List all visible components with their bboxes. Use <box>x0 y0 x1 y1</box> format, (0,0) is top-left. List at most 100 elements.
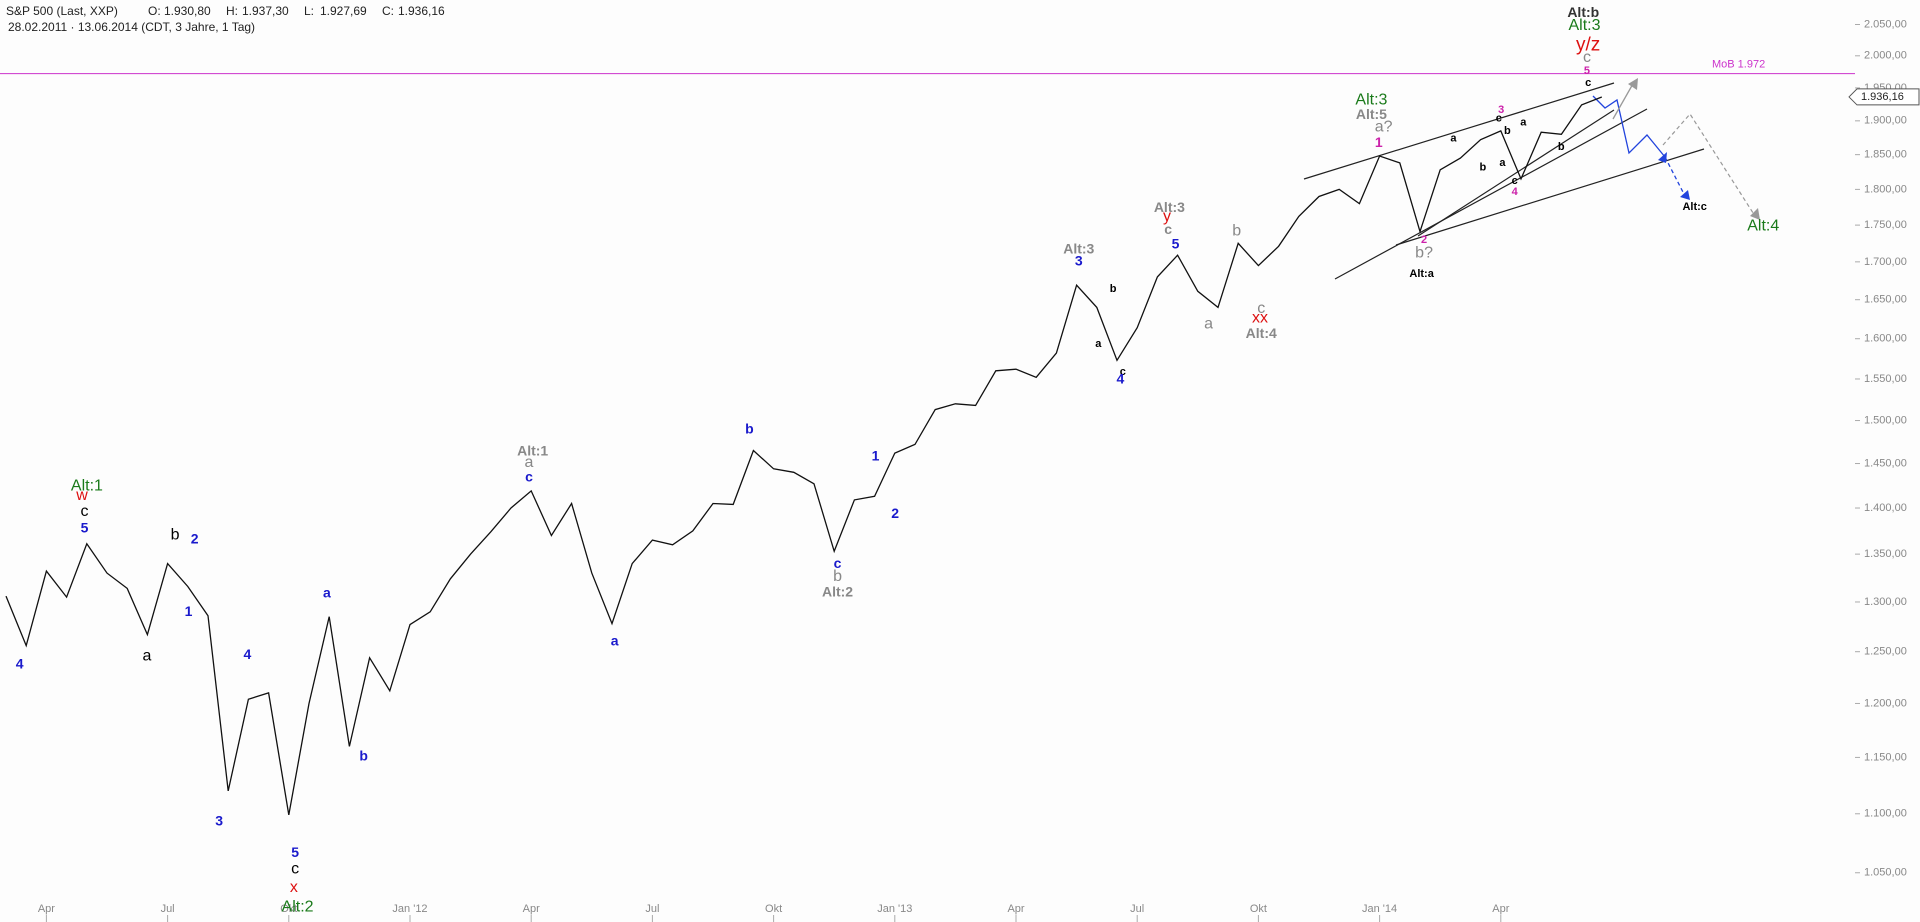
arrow-head <box>1750 208 1760 220</box>
wave-label: b <box>833 568 842 585</box>
ohlc-value: 1.937,30 <box>242 4 289 18</box>
chart-subtitle: 28.02.2011 · 13.06.2014 (CDT, 3 Jahre, 1… <box>8 20 255 34</box>
wave-label: Alt:a <box>1409 268 1434 280</box>
wave-label: Alt:c <box>1682 201 1706 213</box>
wave-label: 2 <box>891 505 899 521</box>
x-tick-label: Okt <box>280 903 297 915</box>
wave-label: Alt:5 <box>1356 106 1387 122</box>
y-tick-label: 1.350,00 <box>1864 548 1907 560</box>
x-tick-label: Okt <box>1250 903 1267 915</box>
wave-label: b <box>359 747 368 763</box>
ohlc-label: L: <box>304 4 314 18</box>
wave-label: b <box>1479 162 1486 174</box>
x-tick-label: Okt <box>765 903 782 915</box>
y-tick-label: 2.000,00 <box>1864 50 1907 62</box>
last-price-tag <box>1848 88 1920 106</box>
wave-label: b <box>1110 283 1117 295</box>
x-tick-label: Jul <box>161 903 175 915</box>
wave-label: y <box>1163 208 1171 225</box>
wave-label: b <box>1232 223 1241 240</box>
wave-label: 2 <box>191 531 199 547</box>
chart-title: S&P 500 (Last, XXP) <box>6 4 118 18</box>
wave-label: Alt:3 <box>1154 199 1185 215</box>
wave-label: x <box>290 879 298 896</box>
y-tick-label: 1.150,00 <box>1864 751 1907 763</box>
y-tick-label: 1.250,00 <box>1864 646 1907 658</box>
y-tick-label: 2.050,00 <box>1864 18 1907 30</box>
y-tick-label: 1.500,00 <box>1864 414 1907 426</box>
x-tick-label: Jan '12 <box>392 903 427 915</box>
x-tick-label: Jan '13 <box>877 903 912 915</box>
wave-label: c <box>834 555 842 571</box>
wave-label: Alt:2 <box>822 583 853 599</box>
last-price-label: 1.936,16 <box>1861 91 1904 103</box>
wave-label: 3 <box>1075 253 1083 269</box>
x-tick-label: Apr <box>523 903 540 915</box>
y-tick-label: 1.100,00 <box>1864 808 1907 820</box>
y-tick-label: 1.550,00 <box>1864 373 1907 385</box>
x-tick-label: Apr <box>38 903 55 915</box>
wave-label: c <box>1512 175 1518 187</box>
wave-label: a <box>525 454 534 471</box>
wave-label: 3 <box>215 812 223 828</box>
wave-label: Alt:1 <box>71 477 103 494</box>
wave-label: w <box>75 487 88 504</box>
wave-label: c <box>291 861 299 878</box>
wave-label: a <box>611 632 619 648</box>
wave-label: c <box>1585 77 1591 89</box>
wave-label: c <box>80 503 88 520</box>
wave-label: c <box>1164 221 1172 237</box>
wave-label: 5 <box>1172 236 1180 252</box>
x-tick-label: Apr <box>1492 903 1509 915</box>
ohlc-label: H: <box>226 4 238 18</box>
x-tick-label: Apr <box>1007 903 1024 915</box>
projection-dashed <box>1664 156 1686 197</box>
y-tick-label: 1.750,00 <box>1864 219 1907 231</box>
reference-label: MoB 1.972 <box>1712 59 1765 71</box>
wave-label: 5 <box>291 844 299 860</box>
wave-label: Alt:3 <box>1355 92 1387 109</box>
price-line <box>5 96 1603 816</box>
y-tick-label: 1.600,00 <box>1864 333 1907 345</box>
wave-label: 1 <box>1375 134 1383 150</box>
wave-label: 4 <box>16 656 24 672</box>
ohlc-value: 1.936,16 <box>398 4 445 18</box>
wave-label: 5 <box>81 520 89 536</box>
wave-label: c <box>1120 366 1126 378</box>
wave-label: a <box>1450 132 1457 144</box>
trend-line <box>1303 82 1615 180</box>
wave-label: c <box>1257 300 1265 317</box>
wave-label: 1 <box>872 447 880 463</box>
wave-label: a? <box>1375 119 1393 136</box>
wave-label: c <box>1496 113 1502 125</box>
wave-label: 4 <box>1117 370 1125 386</box>
wave-label: b <box>1558 141 1565 153</box>
y-tick-label: 1.800,00 <box>1864 183 1907 195</box>
wave-label: Alt:3 <box>1568 17 1600 34</box>
ohlc-value: 1.930,80 <box>164 4 211 18</box>
wave-label: a <box>1499 157 1506 169</box>
wave-label: xx <box>1252 310 1268 327</box>
y-tick-label: 1.850,00 <box>1864 149 1907 161</box>
wave-label: b <box>171 526 180 543</box>
projections <box>1592 78 1760 220</box>
wave-label: b? <box>1415 245 1433 262</box>
arrow-head <box>1658 152 1667 163</box>
wave-label: Alt:3 <box>1063 240 1094 256</box>
wave-label: Alt:2 <box>282 899 314 916</box>
wave-label: Alt:b <box>1567 4 1599 20</box>
wave-label: y/z <box>1576 34 1600 55</box>
projection-path <box>1592 95 1666 158</box>
trend-lines <box>1303 82 1705 280</box>
ohlc-label: C: <box>382 4 394 18</box>
wave-label: a <box>323 585 331 601</box>
ohlc-value: 1.927,69 <box>320 4 367 18</box>
wave-label: 5 <box>1584 65 1590 77</box>
y-tick-label: 1.900,00 <box>1864 115 1907 127</box>
wave-label: a <box>1204 316 1213 333</box>
y-tick-label: 1.400,00 <box>1864 502 1907 514</box>
y-tick-label: 1.050,00 <box>1864 867 1907 879</box>
y-tick-label: 1.650,00 <box>1864 294 1907 306</box>
